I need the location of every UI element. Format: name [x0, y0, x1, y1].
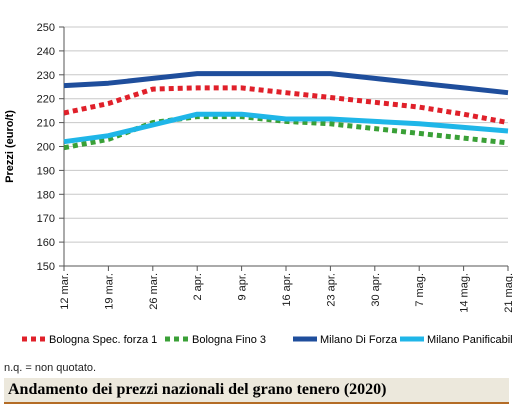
- series-line-milano-di-forza: [63, 71, 509, 96]
- legend: Bologna Spec. forza 1 Bologna Fino 3 Milan…: [22, 334, 513, 346]
- y-axis-label: Prezzi (euro/t): [4, 110, 16, 183]
- series-line-bologna-spec-forza-1: [63, 85, 509, 126]
- y-tick-label: 180: [37, 189, 55, 201]
- x-tick-label: 14 mag.: [459, 273, 471, 313]
- x-tick-label: 2 apr.: [192, 273, 204, 301]
- note-text: n.q. = non quotato.: [4, 362, 97, 374]
- series-line-milano-panificabile: [63, 111, 509, 145]
- y-tick-labels: 150 160 170 180 190 200 210 220 230 240 250: [37, 22, 55, 273]
- x-tick-label: 19 mar.: [103, 273, 115, 310]
- x-tick-label: 26 mar.: [148, 273, 160, 310]
- y-tick-label: 160: [37, 237, 55, 249]
- series-lines: [63, 71, 509, 151]
- y-tick-label: 200: [37, 142, 55, 154]
- x-tick-label: 16 apr.: [281, 273, 293, 307]
- y-tick-label: 190: [37, 165, 55, 177]
- x-tick-label: 9 apr.: [237, 273, 249, 301]
- y-tick-label: 150: [37, 261, 55, 273]
- x-tick-label: 21 mag.: [503, 273, 513, 313]
- x-tick-label: 12 mar.: [59, 273, 71, 310]
- line-chart: 150 160 170 180 190 200 210 220 230 240 250 12 mar…: [4, 22, 513, 346]
- y-tick-label: 220: [37, 94, 55, 106]
- y-tick-label: 230: [37, 70, 55, 82]
- y-tick-label: 210: [37, 118, 55, 130]
- legend-label-bologna-fino-3: Bologna Fino 3: [192, 334, 266, 346]
- legend-label-bologna-spec-forza-1: Bologna Spec. forza 1: [49, 334, 157, 346]
- x-tick-label: 23 apr.: [325, 273, 337, 307]
- axes: [59, 26, 509, 271]
- x-tick-label: 7 mag.: [414, 273, 426, 307]
- legend-label-milano-di-forza: Milano Di Forza: [320, 334, 398, 346]
- title-bar: Andamento dei prezzi nazionali del grano…: [4, 378, 509, 404]
- y-tick-label: 240: [37, 46, 55, 58]
- y-tick-label: 170: [37, 213, 55, 225]
- chart-title: Andamento dei prezzi nazionali del grano…: [8, 381, 387, 398]
- legend-label-milano-panificabile: Milano Panificabile: [427, 334, 513, 346]
- y-tick-label: 250: [37, 22, 55, 34]
- x-tick-labels: 12 mar. 19 mar. 26 mar. 2 apr. 9 apr. 16 apr.…: [59, 273, 513, 313]
- gridlines: [64, 26, 508, 267]
- x-tick-label: 30 apr.: [370, 273, 382, 307]
